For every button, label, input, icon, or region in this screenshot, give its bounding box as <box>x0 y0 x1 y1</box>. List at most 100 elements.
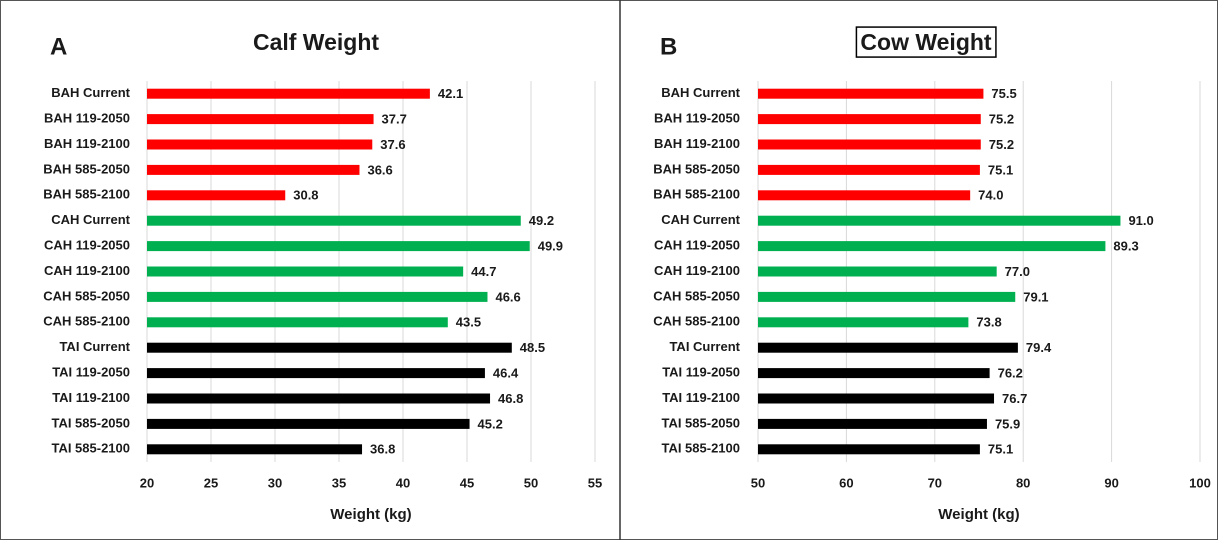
bar <box>758 317 969 328</box>
value-label: 45.2 <box>478 416 503 431</box>
value-label: 89.3 <box>1113 239 1138 254</box>
bar <box>758 444 980 455</box>
category-label: BAH 585-2050 <box>43 161 130 176</box>
value-label: 46.6 <box>495 289 520 304</box>
bar <box>147 368 485 379</box>
category-label: CAH Current <box>51 212 130 227</box>
bar <box>147 139 373 150</box>
category-label: TAI 585-2050 <box>51 415 130 430</box>
category-label: BAH 585-2050 <box>653 161 740 176</box>
bar <box>758 368 990 379</box>
x-tick-label: 70 <box>928 475 942 490</box>
bar <box>758 190 971 201</box>
bar <box>758 88 984 99</box>
bar <box>758 418 987 429</box>
bar <box>758 266 997 277</box>
x-axis-label: Weight (kg) <box>330 506 411 523</box>
x-tick-label: 60 <box>839 475 853 490</box>
bar <box>147 393 491 404</box>
value-label: 77.0 <box>1005 264 1030 279</box>
bar <box>758 139 981 150</box>
x-tick-label: 50 <box>524 475 538 490</box>
bar <box>147 190 286 201</box>
chart-title: Calf Weight <box>253 29 379 55</box>
value-label: 73.8 <box>976 315 1001 330</box>
value-label: 91.0 <box>1128 213 1153 228</box>
x-axis-label: Weight (kg) <box>938 506 1019 523</box>
category-label: BAH 585-2100 <box>653 187 740 202</box>
panel-label: B <box>660 33 677 60</box>
bar <box>147 291 488 302</box>
category-label: BAH Current <box>661 85 740 100</box>
category-label: TAI 119-2100 <box>52 390 130 405</box>
value-label: 46.8 <box>498 391 523 406</box>
category-label: BAH 119-2050 <box>44 111 130 126</box>
bar <box>147 114 374 125</box>
category-label: BAH Current <box>51 85 130 100</box>
bar <box>758 291 1016 302</box>
category-label: CAH 119-2100 <box>44 263 130 278</box>
value-label: 42.1 <box>438 86 463 101</box>
bar <box>758 164 980 175</box>
bar <box>147 164 360 175</box>
bar <box>147 241 530 252</box>
bar <box>758 215 1121 226</box>
value-label: 37.6 <box>380 137 405 152</box>
category-label: CAH 119-2050 <box>44 238 130 253</box>
x-tick-label: 20 <box>140 475 154 490</box>
category-label: CAH 119-2050 <box>654 238 740 253</box>
value-label: 30.8 <box>293 188 318 203</box>
bar <box>758 114 981 125</box>
bar <box>147 418 470 429</box>
value-label: 46.4 <box>493 366 519 381</box>
value-label: 75.2 <box>989 112 1014 127</box>
category-label: CAH Current <box>661 212 740 227</box>
value-label: 43.5 <box>456 315 481 330</box>
category-label: TAI 585-2050 <box>661 415 740 430</box>
value-label: 75.2 <box>989 137 1014 152</box>
bar <box>147 342 512 353</box>
bar <box>758 393 995 404</box>
category-label: TAI Current <box>59 339 130 354</box>
value-label: 49.9 <box>538 239 563 254</box>
category-label: TAI Current <box>669 339 740 354</box>
value-label: 76.7 <box>1002 391 1027 406</box>
bar <box>758 342 1018 353</box>
value-label: 74.0 <box>978 188 1003 203</box>
value-label: 37.7 <box>382 112 407 127</box>
bar <box>147 88 430 99</box>
value-label: 75.9 <box>995 416 1020 431</box>
bar <box>147 266 464 277</box>
category-label: BAH 585-2100 <box>43 187 130 202</box>
category-label: CAH 585-2050 <box>43 288 130 303</box>
category-label: CAH 585-2100 <box>653 314 740 329</box>
x-tick-label: 40 <box>396 475 410 490</box>
value-label: 79.4 <box>1026 340 1052 355</box>
category-label: CAH 119-2100 <box>654 263 740 278</box>
bar <box>147 444 363 455</box>
x-tick-label: 100 <box>1189 475 1211 490</box>
x-tick-label: 35 <box>332 475 346 490</box>
category-label: CAH 585-2050 <box>653 288 740 303</box>
x-tick-label: 55 <box>588 475 602 490</box>
value-label: 36.8 <box>370 442 395 457</box>
value-label: 36.6 <box>367 162 392 177</box>
category-label: TAI 119-2050 <box>52 365 130 380</box>
value-label: 44.7 <box>471 264 496 279</box>
value-label: 79.1 <box>1023 289 1048 304</box>
category-label: TAI 585-2100 <box>51 441 130 456</box>
x-tick-label: 45 <box>460 475 474 490</box>
category-label: TAI 585-2100 <box>661 441 740 456</box>
panel-label: A <box>50 33 67 60</box>
value-label: 75.1 <box>988 442 1013 457</box>
chart-title: Cow Weight <box>860 29 992 55</box>
category-label: TAI 119-2050 <box>662 365 740 380</box>
category-label: BAH 119-2050 <box>654 111 740 126</box>
value-label: 48.5 <box>520 340 545 355</box>
bar <box>147 215 521 226</box>
value-label: 49.2 <box>529 213 554 228</box>
x-tick-label: 90 <box>1104 475 1118 490</box>
category-label: BAH 119-2100 <box>44 136 130 151</box>
x-tick-label: 25 <box>204 475 218 490</box>
